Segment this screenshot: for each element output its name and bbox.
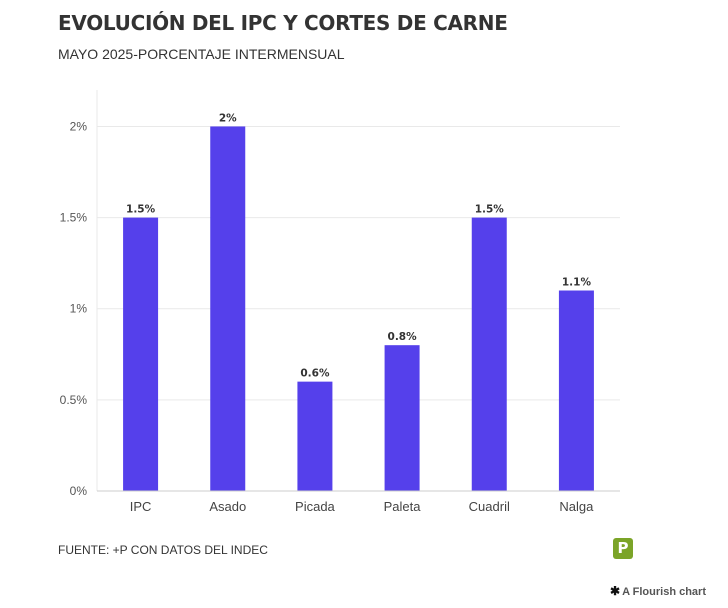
x-category-label: Nalga: [559, 499, 594, 514]
flourish-credit-link[interactable]: ✱ A Flourish chart: [610, 584, 706, 598]
x-category-label: Paleta: [384, 499, 422, 514]
y-tick-label: 0%: [70, 484, 88, 498]
bar: [384, 345, 420, 491]
y-tick-label: 1%: [70, 302, 88, 316]
x-category-label: Picada: [295, 499, 336, 514]
bar-value-label: 0.8%: [388, 331, 418, 343]
source-note: FUENTE: +P CON DATOS DEL INDEC: [58, 543, 268, 557]
y-tick-label: 2%: [70, 119, 88, 133]
bar-value-label: 0.6%: [300, 368, 330, 380]
bar: [123, 217, 159, 491]
bar-value-label: 1.1%: [562, 277, 592, 289]
bar-value-label: 1.5%: [126, 204, 156, 216]
bar: [210, 126, 246, 492]
bar-value-label: 2%: [219, 112, 237, 124]
chart-title: EVOLUCIÓN DEL IPC Y CORTES DE CARNE: [58, 11, 508, 35]
bar: [471, 217, 507, 491]
x-category-label: IPC: [130, 499, 152, 514]
flourish-credit-text: A Flourish chart: [622, 586, 706, 598]
y-tick-label: 1.5%: [60, 211, 88, 225]
asterisk-icon: ✱: [610, 584, 621, 598]
logo-letter: P: [617, 539, 629, 557]
bar: [297, 381, 333, 491]
bar: [558, 290, 594, 491]
y-tick-label: 0.5%: [60, 393, 88, 407]
bar-value-label: 1.5%: [475, 204, 505, 216]
chart-subtitle: MAYO 2025-PORCENTAJE INTERMENSUAL: [58, 46, 345, 62]
bar-chart: 0% 0.5% 1% 1.5% 2% 1.5% IPC 2% Asado 0.6% Picada 0.…: [60, 90, 620, 514]
x-category-label: Asado: [209, 499, 246, 514]
green-p-logo-icon: P: [613, 538, 633, 559]
x-category-label: Cuadril: [469, 499, 510, 514]
